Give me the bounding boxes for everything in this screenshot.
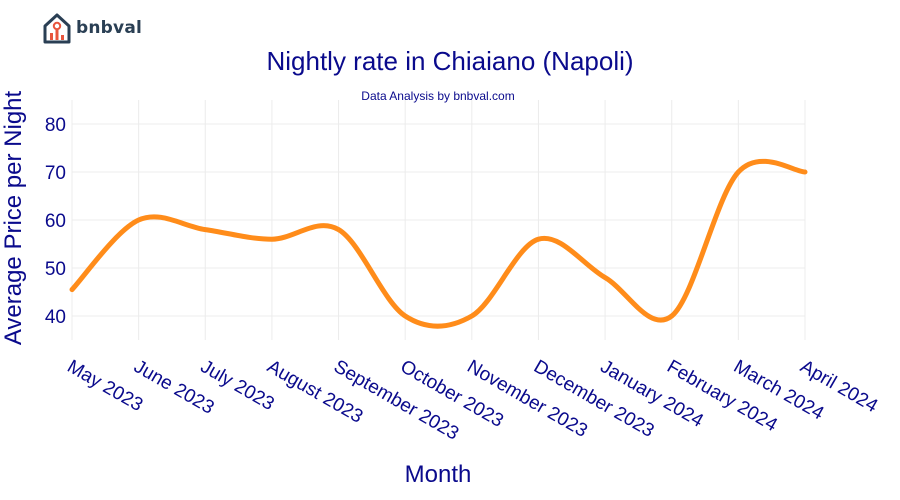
x-tick-label: May 2023 — [64, 356, 147, 416]
y-tick-label: 60 — [45, 211, 66, 232]
y-tick-label: 80 — [45, 115, 66, 136]
y-axis: 40 50 60 70 80 — [45, 115, 66, 328]
logo: bnbval — [42, 12, 142, 44]
y-tick-label: 50 — [45, 259, 66, 280]
chart-subtitle: Data Analysis by bnbval.com — [361, 89, 514, 103]
y-axis-title: Average Price per Night — [0, 90, 27, 345]
grid — [71, 100, 806, 340]
house-chart-icon — [43, 13, 71, 44]
chart-title: Nightly rate in Chiaiano (Napoli) — [266, 46, 633, 76]
x-tick-label: February 2024 — [663, 356, 781, 436]
series-line — [69, 158, 808, 329]
y-tick-label: 40 — [45, 307, 66, 328]
x-axis-title: Month — [405, 461, 472, 488]
y-tick-label: 70 — [45, 163, 66, 184]
logo-text: bnbval — [76, 18, 143, 38]
